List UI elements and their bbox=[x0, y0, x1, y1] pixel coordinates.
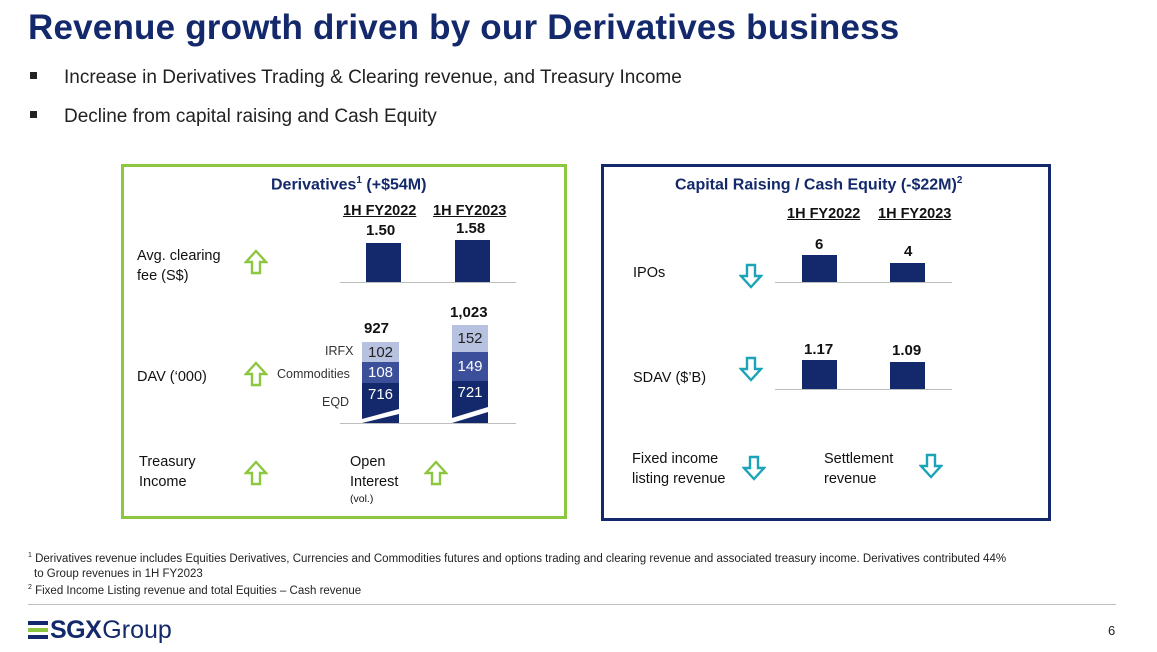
teal-down-arrow-icon bbox=[742, 455, 766, 481]
footnote-1-continued: to Group revenues in 1H FY2023 bbox=[34, 568, 203, 580]
fixed-income-label-line: Fixed income bbox=[632, 451, 719, 467]
sdav-bar-b bbox=[890, 362, 925, 389]
dav-bar-b-eqd-label: 721 bbox=[457, 384, 483, 401]
page-number: 6 bbox=[1108, 623, 1116, 638]
footnote-ref: 1 bbox=[356, 175, 362, 186]
footnote-ref: 2 bbox=[956, 175, 963, 186]
segment-label-commodities: Commodities bbox=[277, 367, 350, 381]
dav-bar-a-eqd: 716 bbox=[362, 383, 399, 423]
settlement-revenue-label-line: revenue bbox=[824, 471, 877, 487]
green-up-arrow-icon bbox=[424, 460, 448, 486]
clearing-fee-bar-b bbox=[455, 240, 490, 282]
green-up-arrow-icon bbox=[244, 249, 268, 275]
bullet-text: Increase in Derivatives Trading & Cleari… bbox=[64, 67, 682, 88]
sdav-label: SDAV ($’B) bbox=[633, 370, 707, 386]
ipos-bar-b bbox=[890, 263, 925, 282]
footnote-number: 1 bbox=[28, 552, 32, 559]
footnote-number: 2 bbox=[28, 584, 32, 591]
footnote-2-text: Fixed Income Listing revenue and total E… bbox=[31, 584, 362, 597]
capital-raising-panel bbox=[601, 164, 1051, 521]
sdav-axis bbox=[775, 389, 952, 390]
segment-label-irfx: IRFX bbox=[325, 344, 354, 358]
segment-label-eqd: EQD bbox=[322, 395, 350, 409]
dav-bar-b-irfx: 152 bbox=[452, 325, 488, 352]
sdav-value-a: 1.17 bbox=[804, 341, 834, 358]
dav-bar-b-commodities: 149 bbox=[452, 352, 488, 381]
dav-total-a: 927 bbox=[364, 320, 390, 337]
axis-break-mark bbox=[452, 407, 488, 423]
bullet-marker bbox=[30, 72, 37, 80]
bullet-text: Decline from capital raising and Cash Eq… bbox=[64, 106, 437, 127]
dav-bar-a-commodities: 108 bbox=[362, 362, 399, 383]
green-up-arrow-icon bbox=[244, 460, 268, 486]
footnote-1-text: Derivatives revenue includes Equities De… bbox=[31, 552, 1007, 565]
footnote-2: 2 Fixed Income Listing revenue and total… bbox=[28, 584, 361, 597]
logo-text-group: Group bbox=[102, 615, 172, 644]
dav-axis bbox=[340, 423, 516, 424]
clearing-fee-value-a: 1.50 bbox=[366, 222, 396, 239]
sdav-bar-a bbox=[802, 360, 837, 389]
open-interest-label: Open Interest (vol.) bbox=[350, 452, 398, 506]
green-up-arrow-icon bbox=[244, 361, 268, 387]
settlement-revenue-label-line: Settlement bbox=[824, 451, 894, 467]
treasury-income-label-line: Income bbox=[139, 474, 187, 490]
footer-divider bbox=[28, 604, 1116, 605]
bullet-marker bbox=[30, 111, 37, 119]
derivatives-col-header-b: 1H FY2023 bbox=[433, 203, 507, 219]
open-interest-label-line: Interest bbox=[350, 474, 399, 490]
dav-bar-b-irfx-label: 152 bbox=[457, 330, 483, 347]
bullet-item: Decline from capital raising and Cash Eq… bbox=[30, 106, 437, 128]
derivatives-panel bbox=[121, 164, 567, 519]
ipos-label: IPOs bbox=[633, 265, 666, 281]
logo-text-sgx: SGX bbox=[50, 615, 102, 644]
ipos-bar-a bbox=[802, 255, 837, 282]
sgx-group-logo: SGX Group bbox=[28, 615, 172, 645]
clearing-fee-label-line: fee (S$) bbox=[137, 268, 189, 284]
dav-bar-a-eqd-label: 716 bbox=[367, 386, 394, 403]
clearing-fee-bar-a bbox=[366, 243, 401, 282]
capital-panel-title: Capital Raising / Cash Equity (-$22M)2 bbox=[675, 175, 962, 194]
sdav-value-b: 1.09 bbox=[892, 342, 922, 359]
fixed-income-label: Fixed income listing revenue bbox=[632, 449, 726, 489]
ipos-value-b: 4 bbox=[904, 243, 913, 260]
bullet-item: Increase in Derivatives Trading & Cleari… bbox=[30, 67, 682, 89]
derivatives-col-header-a: 1H FY2022 bbox=[343, 203, 417, 219]
capital-title-text: Capital Raising / Cash Equity (-$22M) bbox=[675, 176, 957, 194]
treasury-income-label-line: Treasury bbox=[139, 454, 196, 470]
clearing-fee-label: Avg. clearing fee (S$) bbox=[137, 246, 221, 286]
dav-bar-a-commodities-label: 108 bbox=[367, 364, 394, 381]
dav-bar-b-commodities-label: 149 bbox=[457, 358, 483, 375]
settlement-revenue-label: Settlement revenue bbox=[824, 449, 893, 489]
open-interest-vol-note: (vol.) bbox=[350, 493, 374, 505]
teal-down-arrow-icon bbox=[919, 453, 943, 479]
fixed-income-label-line: listing revenue bbox=[632, 471, 726, 487]
dav-label: DAV (‘000) bbox=[137, 369, 207, 385]
teal-down-arrow-icon bbox=[739, 263, 763, 289]
dav-bar-a-irfx: 102 bbox=[362, 342, 399, 362]
ipos-value-a: 6 bbox=[815, 236, 824, 253]
derivatives-title-delta: (+$54M) bbox=[361, 176, 427, 194]
dav-bar-a-irfx-label: 102 bbox=[367, 344, 394, 361]
clearing-fee-axis bbox=[340, 282, 516, 283]
ipos-axis bbox=[775, 282, 952, 283]
derivatives-title-text: Derivatives bbox=[271, 176, 357, 194]
derivatives-panel-title: Derivatives1 (+$54M) bbox=[271, 175, 426, 194]
axis-break-mark bbox=[362, 409, 399, 423]
footnote-1: 1 Derivatives revenue includes Equities … bbox=[28, 552, 1006, 565]
treasury-income-label: Treasury Income bbox=[139, 452, 196, 492]
page-title: Revenue growth driven by our Derivatives… bbox=[28, 8, 900, 47]
clearing-fee-value-b: 1.58 bbox=[456, 220, 486, 237]
open-interest-label-line: Open bbox=[350, 454, 386, 470]
teal-down-arrow-icon bbox=[739, 356, 763, 382]
dav-total-b: 1,023 bbox=[450, 304, 488, 321]
capital-col-header-b: 1H FY2023 bbox=[878, 206, 952, 222]
capital-col-header-a: 1H FY2022 bbox=[787, 206, 861, 222]
sgx-logo-mark-icon bbox=[28, 621, 48, 639]
clearing-fee-label-line: Avg. clearing bbox=[137, 248, 221, 264]
